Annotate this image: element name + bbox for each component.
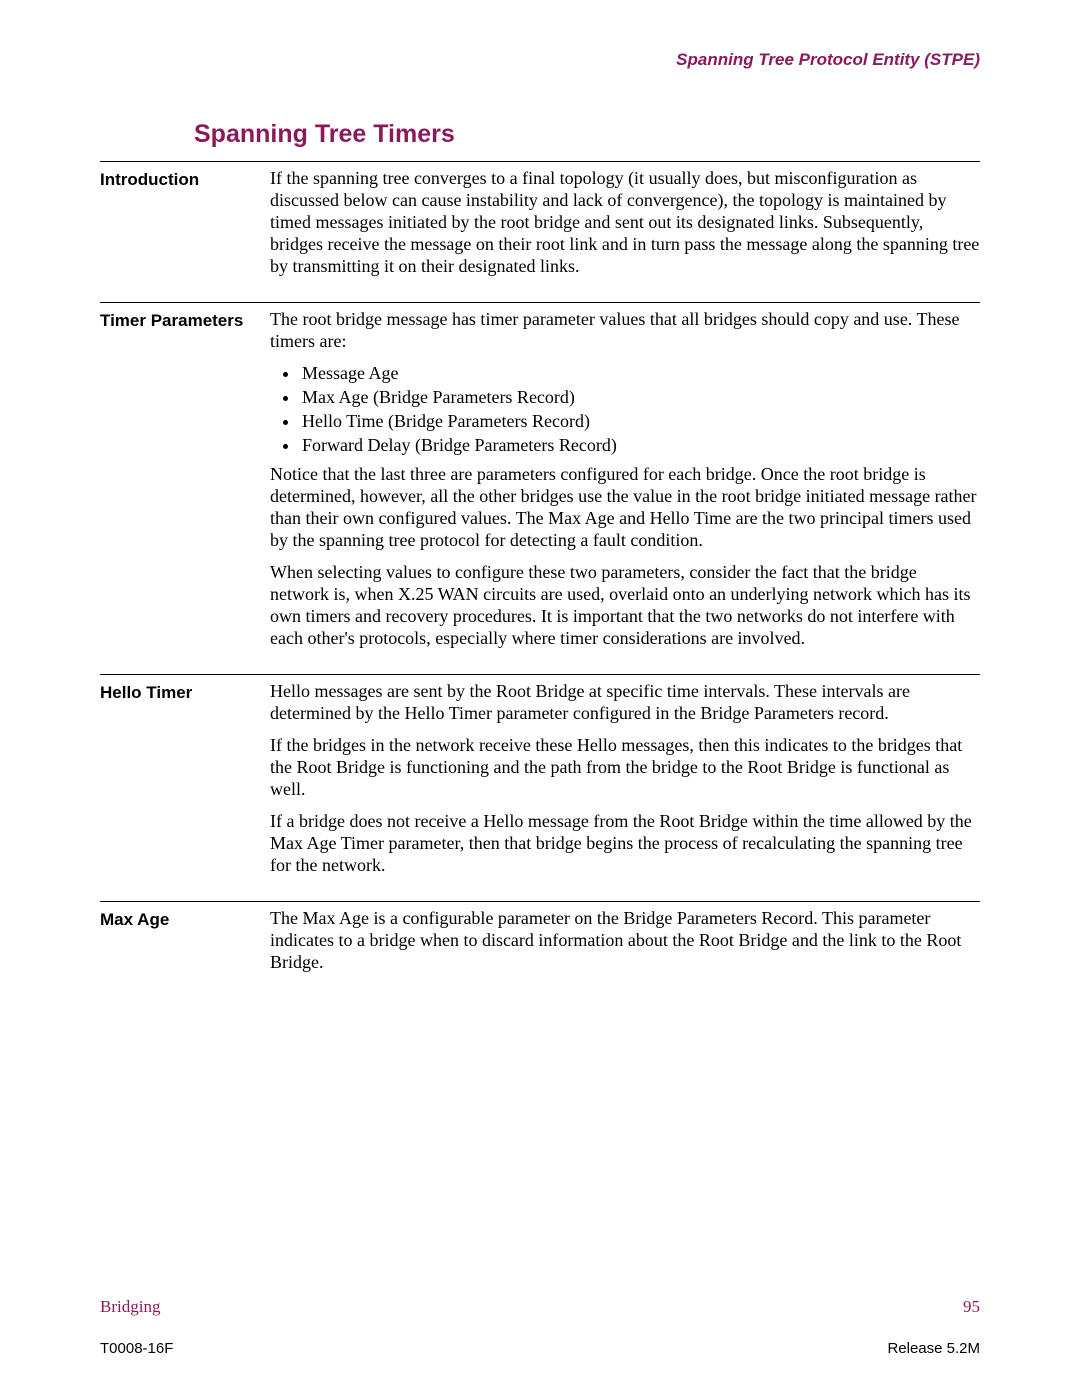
list-item: Forward Delay (Bridge Parameters Record) (300, 435, 980, 457)
running-header: Spanning Tree Protocol Entity (STPE) (100, 50, 980, 70)
section-timer-parameters: Timer Parameters The root bridge message… (100, 302, 980, 660)
paragraph: If the spanning tree converges to a fina… (270, 168, 980, 278)
body-introduction: If the spanning tree converges to a fina… (270, 168, 980, 288)
list-item: Message Age (300, 363, 980, 385)
paragraph: The root bridge message has timer parame… (270, 309, 980, 353)
list-item: Hello Time (Bridge Parameters Record) (300, 411, 980, 433)
section-hello-timer: Hello Timer Hello messages are sent by t… (100, 674, 980, 887)
footer-bridging: Bridging (100, 1297, 160, 1317)
side-heading-hello-timer: Hello Timer (100, 681, 270, 703)
page: Spanning Tree Protocol Entity (STPE) Spa… (0, 0, 1080, 1397)
paragraph: If the bridges in the network receive th… (270, 735, 980, 801)
paragraph: Notice that the last three are parameter… (270, 464, 980, 552)
body-hello-timer: Hello messages are sent by the Root Brid… (270, 681, 980, 887)
paragraph: When selecting values to configure these… (270, 562, 980, 650)
footer-upper: Bridging 95 (100, 1297, 980, 1317)
paragraph: The Max Age is a configurable parameter … (270, 908, 980, 974)
footer-page-number: 95 (963, 1297, 980, 1317)
side-heading-introduction: Introduction (100, 168, 270, 190)
section-max-age: Max Age The Max Age is a configurable pa… (100, 901, 980, 984)
side-heading-max-age: Max Age (100, 908, 270, 930)
section-title: Spanning Tree Timers (194, 120, 980, 149)
list-item: Max Age (Bridge Parameters Record) (300, 387, 980, 409)
footer-lower: T0008-16F Release 5.2M (100, 1340, 980, 1357)
paragraph: If a bridge does not receive a Hello mes… (270, 811, 980, 877)
side-heading-timer-parameters: Timer Parameters (100, 309, 270, 331)
footer-release: Release 5.2M (887, 1340, 980, 1357)
body-max-age: The Max Age is a configurable parameter … (270, 908, 980, 984)
body-timer-parameters: The root bridge message has timer parame… (270, 309, 980, 660)
section-introduction: Introduction If the spanning tree conver… (100, 161, 980, 288)
paragraph: Hello messages are sent by the Root Brid… (270, 681, 980, 725)
footer-doc-id: T0008-16F (100, 1340, 173, 1357)
timer-list: Message Age Max Age (Bridge Parameters R… (270, 363, 980, 457)
